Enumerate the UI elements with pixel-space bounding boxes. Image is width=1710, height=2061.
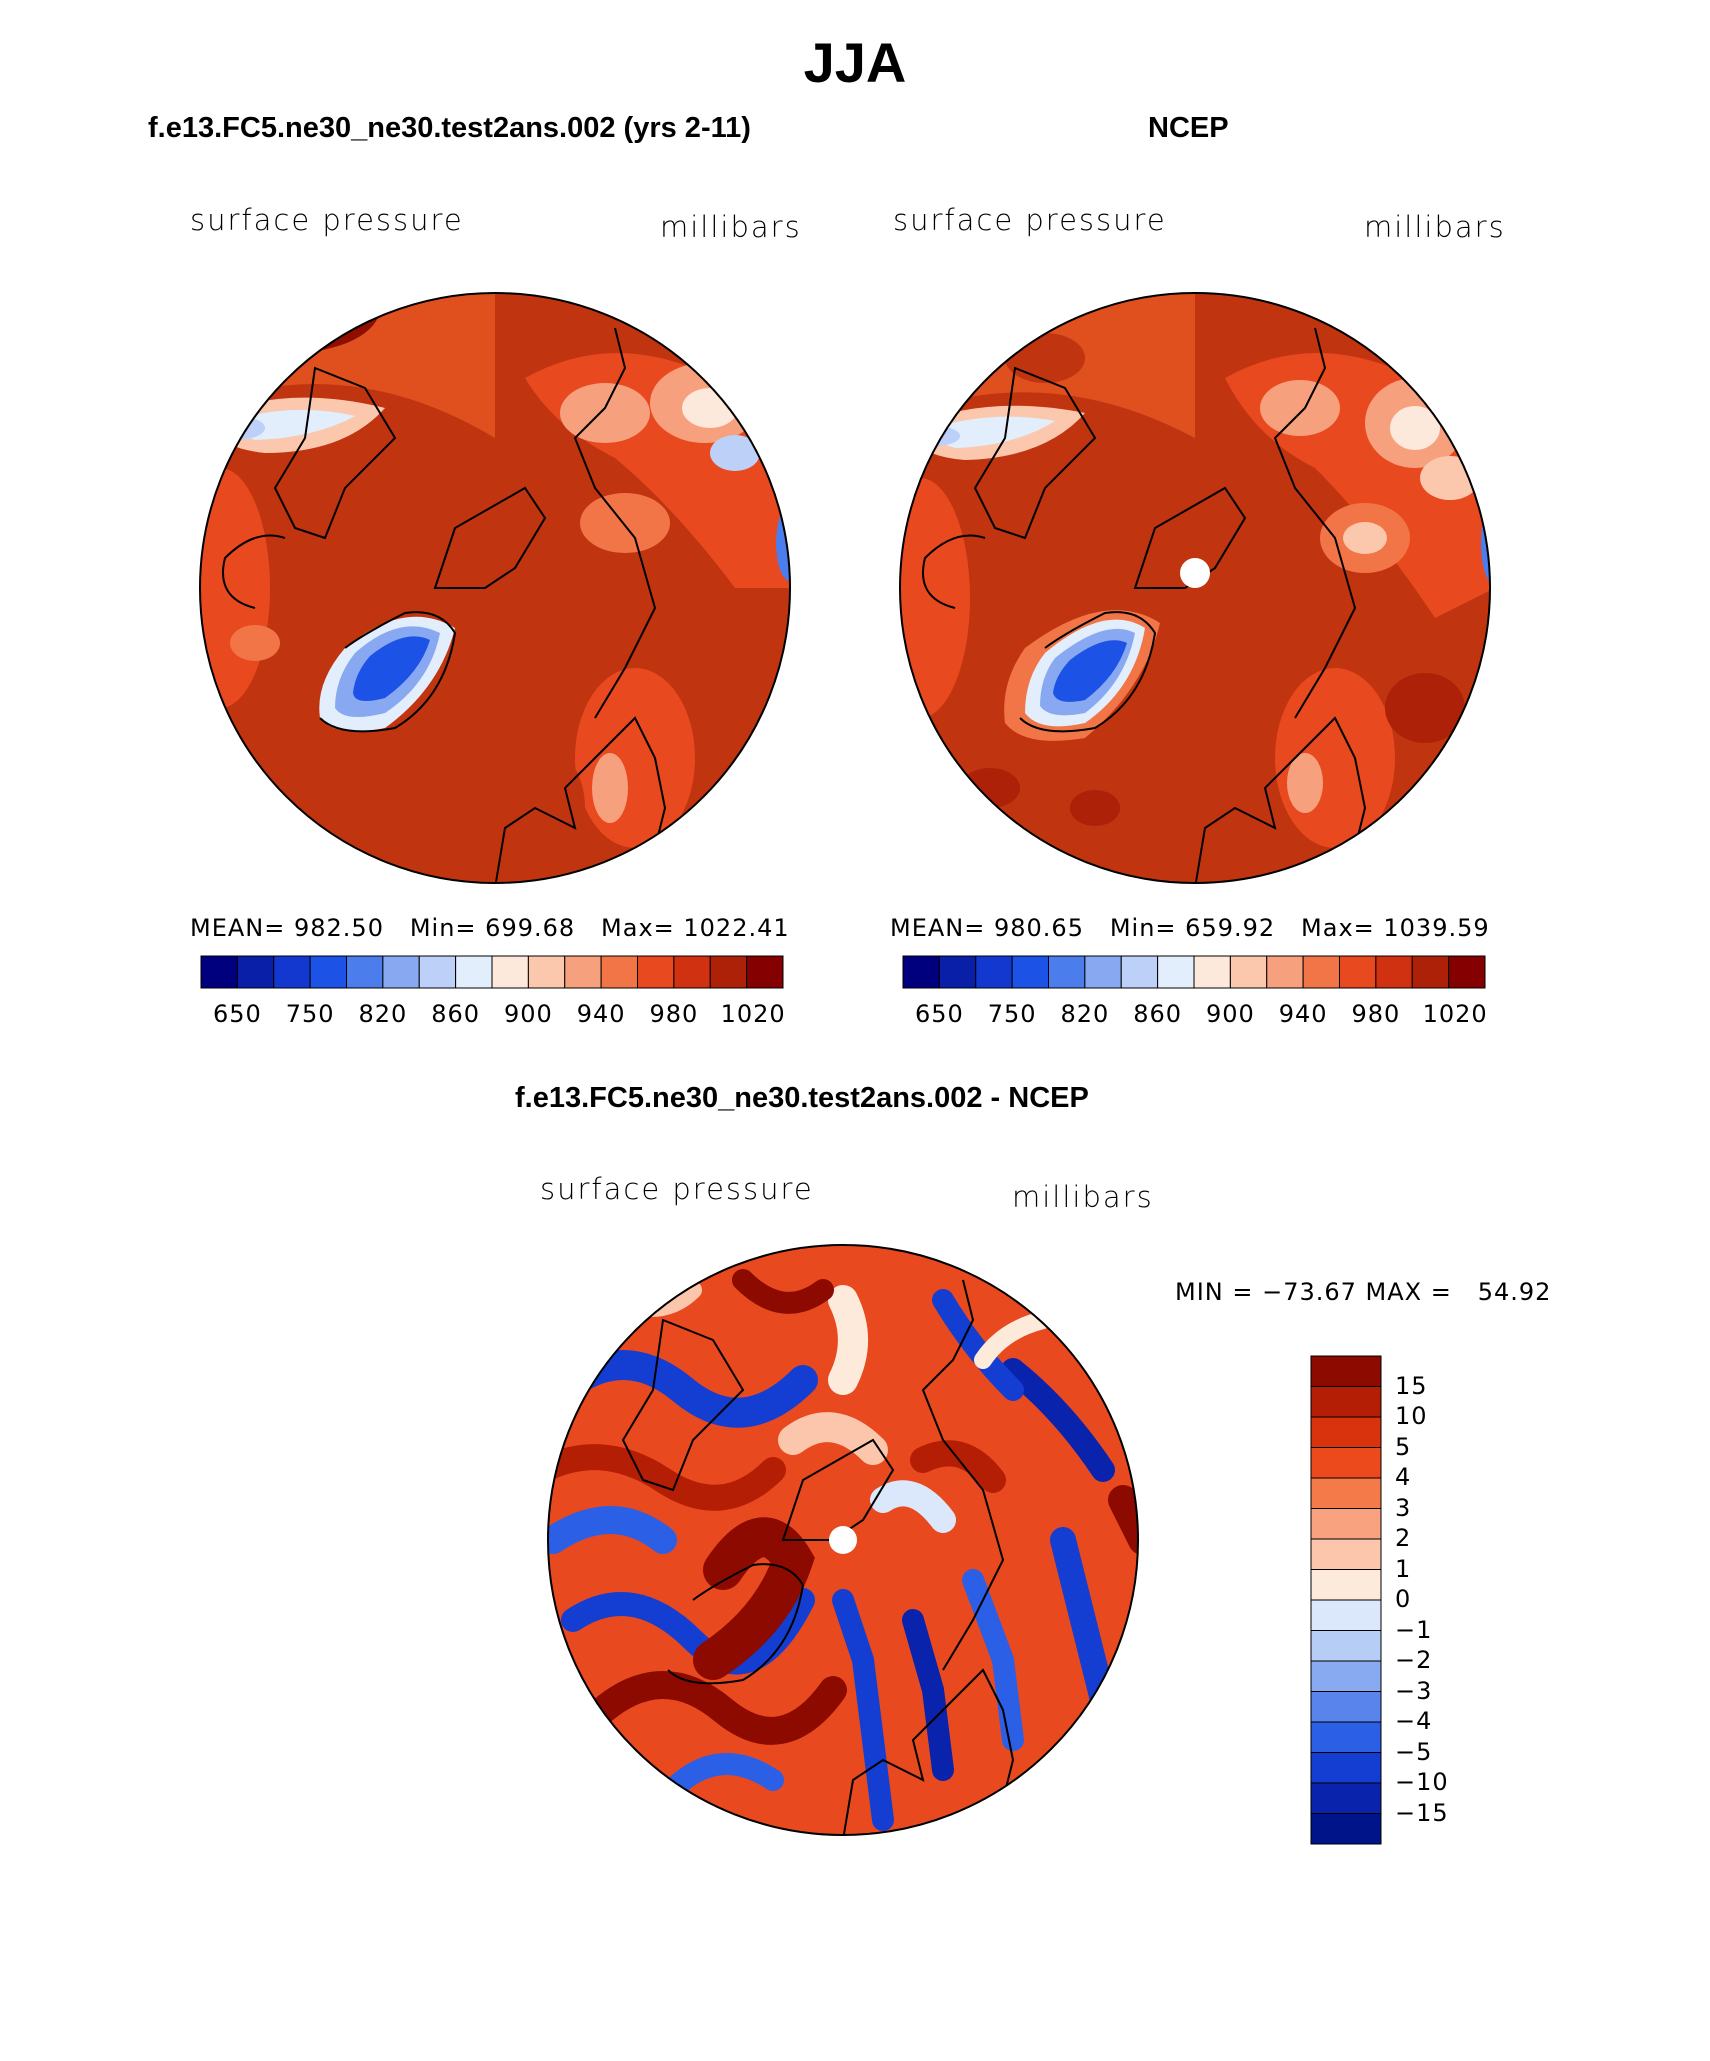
colorbar-swatch — [1310, 1813, 1382, 1845]
colorbar-swatch — [746, 955, 784, 989]
colorbar-swatch — [346, 955, 384, 989]
panel1-title: f.e13.FC5.ne30_ne30.test2ans.002 (yrs 2-… — [148, 112, 751, 144]
diff-units-label: millibars — [1012, 1180, 1154, 1214]
colorbar-tick-label: 1020 — [1422, 1000, 1488, 1028]
colorbar-tick-label: 940 — [1278, 1000, 1328, 1028]
colorbar-tick-label: −15 — [1395, 1798, 1449, 1827]
figure-title: JJA — [803, 31, 907, 94]
colorbar-swatch — [1084, 955, 1122, 989]
colorbar-swatch — [1310, 1660, 1382, 1692]
colorbar-swatch — [1310, 1599, 1382, 1631]
colorbar-swatch — [236, 955, 275, 989]
colorbar-swatch — [1448, 955, 1486, 989]
colorbar-tick-label: 650 — [914, 1000, 964, 1028]
colorbar-swatch — [527, 955, 566, 989]
diff-variable-label: surface pressure — [540, 1172, 814, 1206]
panel2-units-label: millibars — [1364, 210, 1506, 244]
colorbar-swatch — [1310, 1538, 1382, 1570]
colorbar-swatch — [382, 955, 420, 989]
panel1-polar-map — [199, 292, 791, 884]
diff-title: f.e13.FC5.ne30_ne30.test2ans.002 - NCEP — [515, 1082, 1089, 1114]
panel1-stats: MEAN= 982.50 Min= 699.68 Max= 1022.41 — [190, 914, 790, 942]
colorbar-tick-label: 4 — [1395, 1463, 1412, 1491]
colorbar-swatch — [1310, 1721, 1382, 1753]
colorbar-tick-label: 860 — [1133, 1000, 1183, 1028]
colorbar-swatch — [902, 955, 940, 989]
panel2-colorbar — [902, 955, 1486, 989]
colorbar-swatch — [938, 955, 977, 989]
colorbar-tick-label: 820 — [358, 1000, 408, 1028]
panel2-variable-label: surface pressure — [893, 203, 1167, 237]
colorbar-swatch — [1310, 1691, 1382, 1723]
panel2-stats: MEAN= 980.65 Min= 659.92 Max= 1039.59 — [890, 914, 1490, 942]
colorbar-tick-label: −3 — [1395, 1676, 1433, 1705]
colorbar-swatch — [418, 955, 457, 989]
colorbar-swatch — [1120, 955, 1159, 989]
colorbar-swatch — [1411, 955, 1450, 989]
colorbar-tick-label: 10 — [1395, 1402, 1428, 1430]
colorbar-tick-label: 2 — [1395, 1524, 1412, 1552]
colorbar-swatch — [1048, 955, 1086, 989]
colorbar-swatch — [1310, 1477, 1382, 1509]
colorbar-swatch — [1310, 1752, 1382, 1784]
colorbar-swatch — [455, 955, 493, 989]
colorbar-swatch — [1229, 955, 1268, 989]
colorbar-tick-label: 15 — [1395, 1371, 1428, 1400]
diff-stats: MIN = −73.67 MAX = 54.92 — [1175, 1278, 1552, 1306]
colorbar-tick-label: −5 — [1395, 1737, 1433, 1766]
colorbar-swatch — [200, 955, 238, 989]
colorbar-tick-label: 650 — [212, 1000, 262, 1028]
colorbar-tick-label: 980 — [649, 1000, 699, 1028]
colorbar-tick-label: 1 — [1395, 1554, 1412, 1583]
colorbar-tick-label: 750 — [987, 1000, 1037, 1028]
colorbar-swatch — [1193, 955, 1231, 989]
colorbar-tick-label: 0 — [1395, 1585, 1412, 1613]
colorbar-tick-label: 5 — [1395, 1432, 1412, 1461]
colorbar-swatch — [1310, 1416, 1382, 1448]
colorbar-swatch — [1266, 955, 1304, 989]
colorbar-swatch — [309, 955, 347, 989]
colorbar-tick-label: −10 — [1395, 1768, 1449, 1796]
colorbar-swatch — [491, 955, 529, 989]
colorbar-swatch — [1339, 955, 1377, 989]
colorbar-swatch — [637, 955, 675, 989]
colorbar-tick-label: −1 — [1395, 1615, 1433, 1644]
colorbar-tick-label: 860 — [431, 1000, 481, 1028]
colorbar-tick-label: 750 — [285, 1000, 335, 1028]
colorbar-tick-label: 940 — [576, 1000, 626, 1028]
panel2-polar-map — [899, 292, 1491, 884]
colorbar-swatch — [1310, 1569, 1382, 1601]
colorbar-tick-label: 3 — [1395, 1493, 1412, 1522]
diff-polar-map — [547, 1244, 1139, 1836]
colorbar-swatch — [1011, 955, 1049, 989]
colorbar-swatch — [1310, 1447, 1382, 1479]
colorbar-tick-label: 900 — [503, 1000, 553, 1028]
panel1-colorbar — [200, 955, 784, 989]
colorbar-swatch — [1310, 1630, 1382, 1662]
colorbar-tick-label: −2 — [1395, 1646, 1433, 1674]
colorbar-tick-label: 820 — [1060, 1000, 1110, 1028]
colorbar-swatch — [600, 955, 638, 989]
colorbar-tick-label: −4 — [1395, 1707, 1433, 1735]
colorbar-swatch — [1310, 1782, 1382, 1814]
panel1-units-label: millibars — [660, 210, 802, 244]
colorbar-swatch — [975, 955, 1013, 989]
colorbar-tick-label: 1020 — [720, 1000, 786, 1028]
colorbar-swatch — [1310, 1508, 1382, 1540]
colorbar-tick-label: 900 — [1205, 1000, 1255, 1028]
colorbar-tick-label: 980 — [1351, 1000, 1401, 1028]
colorbar-swatch — [1310, 1355, 1382, 1387]
colorbar-swatch — [673, 955, 711, 989]
colorbar-swatch — [709, 955, 748, 989]
colorbar-swatch — [1302, 955, 1340, 989]
panel1-variable-label: surface pressure — [190, 203, 464, 237]
colorbar-swatch — [1375, 955, 1413, 989]
colorbar-swatch — [273, 955, 311, 989]
diff-colorbar — [1310, 1355, 1382, 1845]
colorbar-swatch — [1157, 955, 1195, 989]
panel2-title: NCEP — [1148, 112, 1229, 144]
colorbar-swatch — [564, 955, 602, 989]
colorbar-swatch — [1310, 1386, 1382, 1418]
